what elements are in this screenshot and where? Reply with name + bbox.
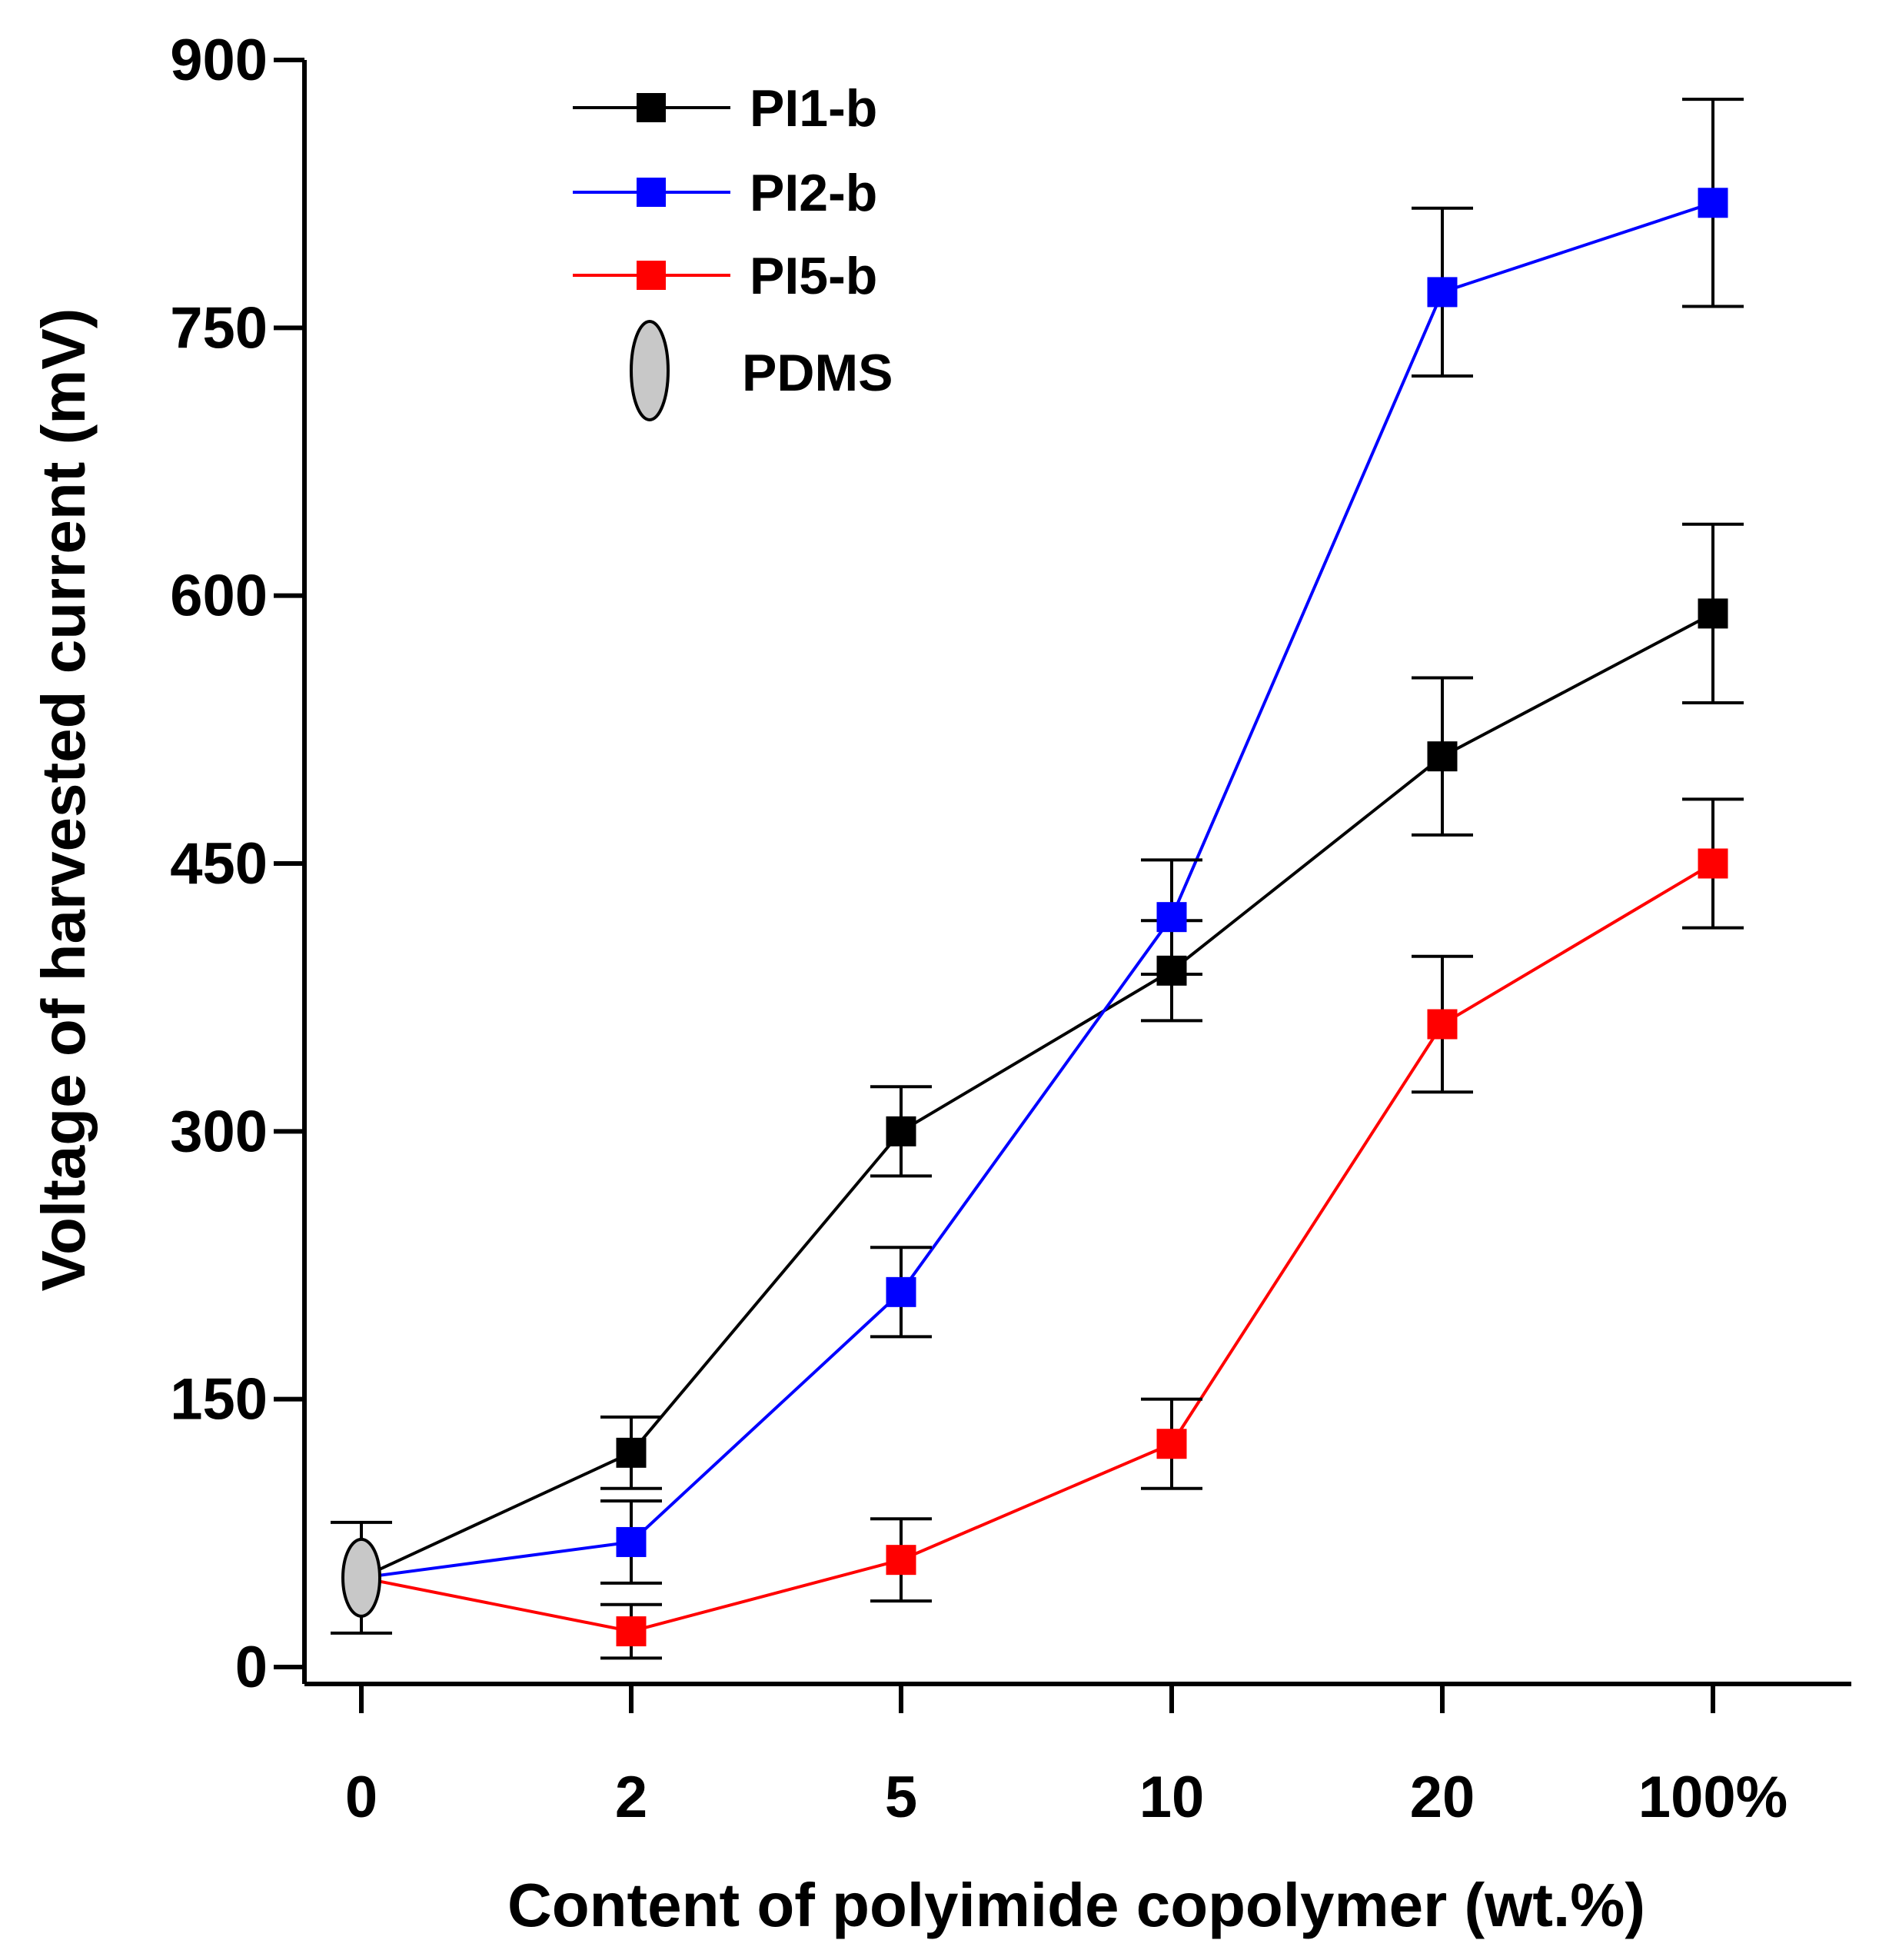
legend-label: PI1-b [750,79,877,138]
data-point [886,1116,916,1146]
legend-item-pdms: PDMS [630,320,893,421]
legend-marker [637,261,666,290]
y-tick-label: 450 [170,831,268,897]
series-line [361,201,1714,1579]
ticks: 0 150 300 450 600 750 900 0 2 5 10 20 100% [170,28,1788,1830]
x-tick-label: 100% [1638,1765,1788,1830]
legend: PI1-b PI2-b PI5-b PDMS [573,79,893,421]
data-point [886,1276,916,1307]
data-point [1427,1009,1458,1040]
data-point [1156,902,1187,933]
x-axis-title: Content of polyimide copolymer (wt.%) [507,1871,1645,1939]
legend-item-pi1-b: PI1-b [573,79,877,138]
data-point [1698,598,1728,629]
legend-label: PI5-b [750,247,877,305]
data-point [1698,188,1728,218]
data-point [616,1616,647,1647]
x-tick-label: 20 [1410,1765,1475,1830]
data-point [1156,1429,1187,1459]
legend-marker [637,93,666,122]
data-point [1427,741,1458,772]
x-tick-label: 5 [885,1765,917,1830]
series-layer [331,98,1744,1660]
y-tick-label: 900 [170,28,268,93]
series-line [361,862,1714,1633]
data-point [616,1526,647,1557]
y-tick-label: 300 [170,1099,268,1164]
y-tick-label: 0 [235,1635,268,1700]
legend-marker [637,178,666,207]
legend-label: PDMS [742,344,893,402]
x-tick-label: 0 [345,1765,377,1830]
data-point [616,1437,647,1468]
pdms-point [331,1520,392,1635]
data-point [1698,848,1728,879]
data-point [886,1545,916,1576]
y-tick-label: 600 [170,564,268,629]
series-pi2-b [361,98,1744,1585]
series-pi1-b [361,522,1744,1579]
series-pi5-b [361,797,1744,1660]
series-line [361,612,1714,1579]
legend-item-pi5-b: PI5-b [573,247,877,305]
legend-item-pi2-b: PI2-b [573,164,877,222]
legend-marker [630,320,670,421]
y-axis-title: Voltage of harvested current (mV) [29,308,98,1292]
pdms-marker [341,1537,381,1618]
x-tick-label: 2 [615,1765,647,1830]
y-tick-label: 150 [170,1367,268,1433]
x-tick-label: 10 [1139,1765,1205,1830]
legend-label: PI2-b [750,164,877,222]
y-tick-label: 750 [170,295,268,361]
data-point [1427,277,1458,308]
axes [302,60,1851,1686]
